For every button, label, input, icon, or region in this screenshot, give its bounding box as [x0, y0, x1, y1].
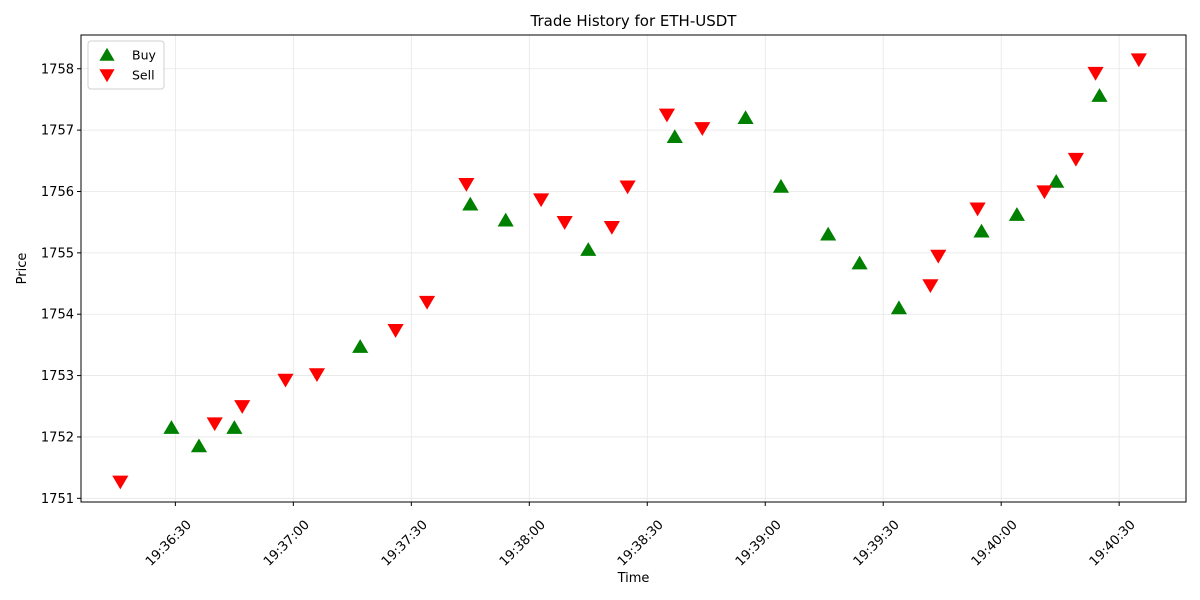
y-tick-label: 1755	[41, 246, 74, 261]
sell-trade-marker	[458, 178, 475, 192]
buy-trade-marker	[580, 242, 597, 256]
legend: Buy Sell	[87, 40, 165, 90]
buy-trade-marker	[1048, 174, 1065, 188]
buy-trade-marker	[462, 196, 479, 211]
sell-trade-marker	[387, 324, 404, 338]
sell-trade-marker	[308, 368, 326, 383]
sell-trade-marker	[234, 400, 251, 414]
sell-trade-marker	[277, 373, 294, 388]
y-axis-title: Price	[15, 253, 30, 285]
sell-trade-marker	[1036, 185, 1053, 200]
sell-trade-marker	[206, 417, 223, 432]
plot-frame	[80, 34, 1187, 503]
legend-buy-label: Buy	[132, 48, 156, 63]
sell-trade-marker	[1130, 53, 1147, 68]
sell-trade-marker	[658, 108, 676, 123]
y-tick-label: 1753	[41, 369, 74, 384]
legend-buy-marker	[99, 47, 115, 61]
sell-trade-marker	[930, 249, 947, 264]
legend-sell-label: Sell	[132, 68, 155, 83]
sell-trade-marker	[533, 193, 550, 208]
chart-title: Trade History for ETH-USDT	[530, 12, 738, 30]
grid-layer	[81, 35, 1186, 502]
sell-trade-marker	[694, 122, 711, 136]
buy-trade-marker	[1008, 207, 1025, 221]
y-tick-label: 1751	[41, 492, 74, 507]
y-tick-label: 1758	[41, 62, 74, 77]
y-tick-label: 1757	[41, 124, 74, 139]
legend-sell-marker	[99, 69, 115, 83]
buy-trade-marker	[497, 212, 514, 227]
y-tick-label: 1756	[41, 185, 74, 200]
buy-trade-marker	[772, 178, 790, 193]
buy-trade-marker	[737, 110, 754, 124]
y-tick-label: 1754	[41, 308, 74, 323]
marker-layer	[112, 53, 1147, 490]
sell-trade-marker	[418, 295, 436, 310]
buy-trade-marker	[163, 420, 180, 434]
buy-trade-marker	[973, 223, 990, 238]
sell-trade-marker	[1067, 152, 1084, 167]
sell-trade-marker	[969, 202, 986, 217]
buy-trade-marker	[226, 420, 243, 434]
sell-trade-marker	[603, 220, 620, 235]
buy-trade-marker	[190, 438, 208, 453]
buy-trade-marker	[352, 339, 369, 353]
sell-trade-marker	[556, 216, 573, 230]
y-tick-label: 1752	[41, 430, 74, 445]
sell-trade-marker	[1087, 66, 1104, 81]
buy-trade-marker	[890, 300, 908, 315]
buy-trade-marker	[1091, 88, 1108, 102]
buy-trade-marker	[666, 129, 683, 143]
sell-trade-marker	[112, 475, 129, 490]
buy-trade-marker	[820, 226, 837, 241]
x-axis-title: Time	[617, 571, 650, 586]
sell-trade-marker	[619, 180, 636, 195]
buy-trade-marker	[851, 255, 868, 270]
sell-trade-marker	[922, 279, 939, 294]
